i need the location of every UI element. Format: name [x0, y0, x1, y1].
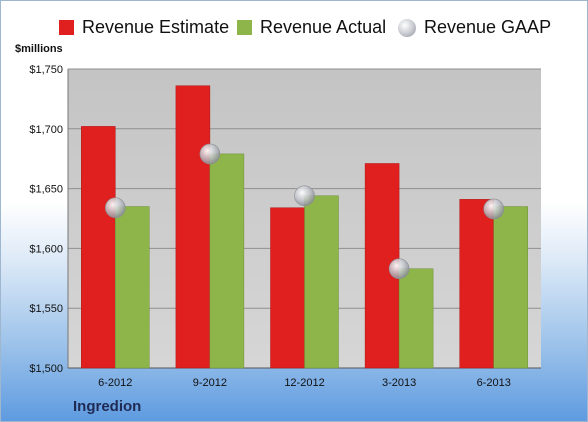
legend: Revenue Estimate Revenue Actual Revenue … [1, 17, 587, 43]
marker-revenue-gaap [105, 197, 126, 219]
marker-revenue-gaap [483, 198, 505, 220]
bar-revenue-actual [398, 268, 434, 369]
legend-swatch-revenue-estimate [59, 20, 74, 35]
bar-revenue-estimate [175, 85, 211, 369]
bar-revenue-estimate [81, 126, 116, 369]
bar-revenue-actual [304, 195, 339, 369]
legend-item-revenue-estimate: Revenue Estimate [59, 17, 229, 38]
bar-revenue-actual [115, 206, 150, 369]
y-tick-label: $1,550 [29, 303, 63, 315]
legend-marker-revenue-gaap [398, 18, 416, 37]
bar-revenue-actual [493, 206, 528, 369]
legend-item-revenue-actual: Revenue Actual [237, 17, 386, 38]
bar-revenue-estimate [459, 199, 494, 369]
x-tick-label: 6-2013 [477, 377, 511, 389]
marker-revenue-gaap [388, 258, 410, 280]
legend-label-revenue-estimate: Revenue Estimate [82, 17, 230, 37]
y-tick-label: $1,750 [29, 64, 63, 76]
company-name: Ingredion [73, 398, 142, 415]
x-tick-label: 3-2013 [382, 377, 416, 389]
legend-swatch-revenue-actual [237, 20, 252, 35]
y-tick-label: $1,700 [29, 124, 63, 136]
y-tick-label: $1,500 [29, 363, 63, 375]
legend-label-revenue-actual: Revenue Actual [260, 17, 387, 37]
y-tick-label: $1,650 [29, 184, 63, 196]
x-tick-label: 6-2012 [98, 377, 132, 389]
y-tick-label: $1,600 [29, 243, 63, 255]
bar-revenue-actual [209, 153, 245, 369]
x-tick-label: 9-2012 [193, 377, 227, 389]
marker-revenue-gaap [199, 143, 221, 165]
marker-revenue-gaap [294, 185, 315, 207]
bar-revenue-estimate [270, 207, 305, 369]
legend-label-revenue-gaap: Revenue GAAP [424, 17, 552, 37]
legend-item-revenue-gaap: Revenue GAAP [398, 17, 551, 38]
y-axis-unit-label: $millions [15, 43, 63, 55]
x-tick-label: 12-2012 [284, 377, 324, 389]
